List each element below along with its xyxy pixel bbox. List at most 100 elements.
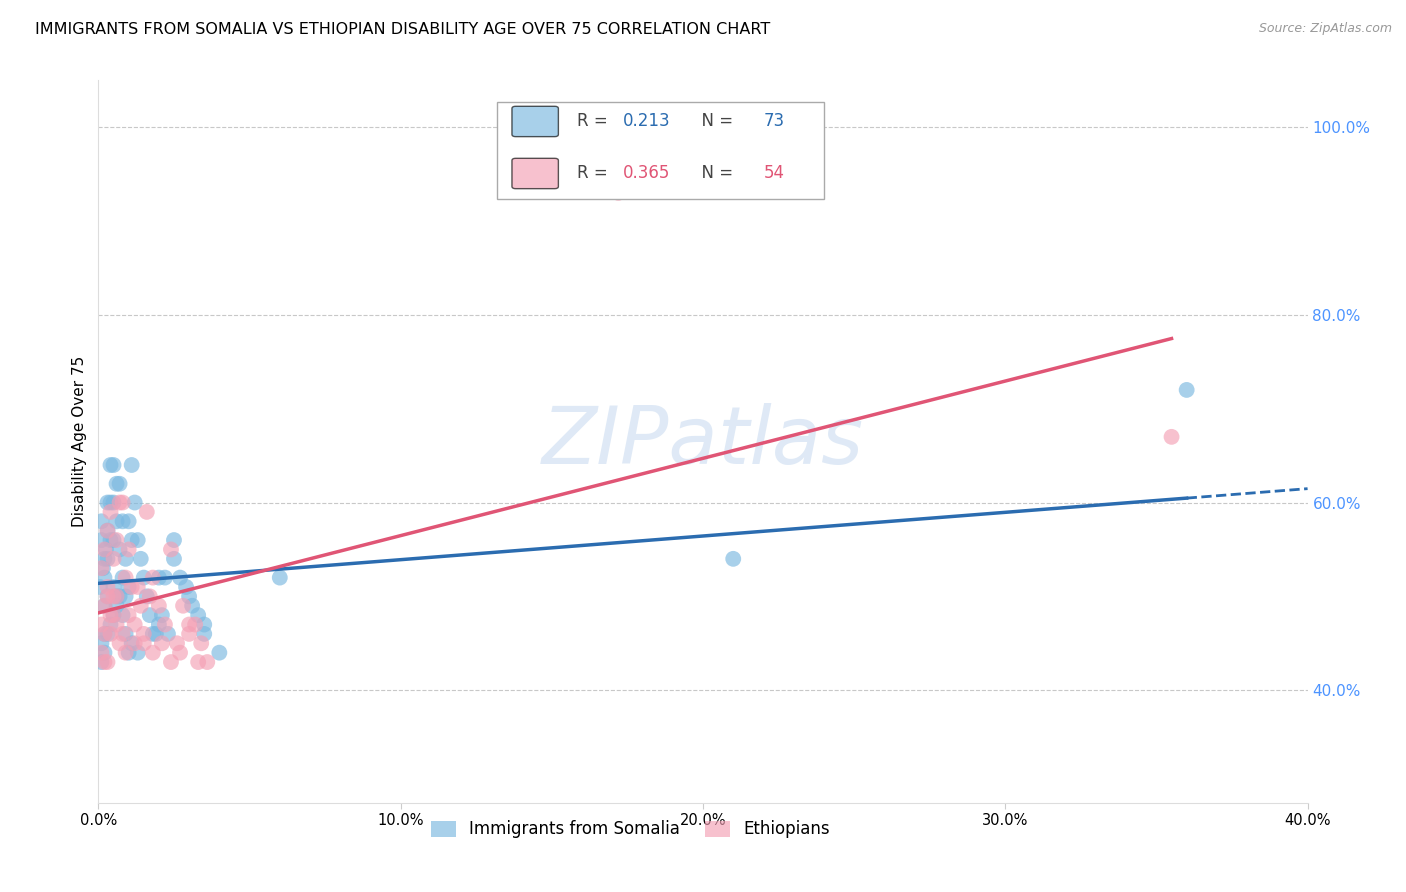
Point — [93, 627, 115, 641]
Point — [174, 580, 197, 594]
Point — [145, 627, 167, 641]
Point — [93, 655, 115, 669]
Text: N =: N = — [692, 164, 738, 183]
Point — [108, 542, 131, 557]
Point — [103, 495, 125, 509]
Point — [111, 571, 134, 585]
Point — [1160, 430, 1182, 444]
Point — [105, 590, 128, 604]
Point — [142, 646, 165, 660]
Point — [179, 627, 201, 641]
Point — [96, 495, 118, 509]
Point — [121, 636, 143, 650]
Text: 0.213: 0.213 — [623, 112, 671, 130]
Text: Source: ZipAtlas.com: Source: ZipAtlas.com — [1258, 22, 1392, 36]
Point — [139, 608, 162, 623]
Point — [100, 627, 122, 641]
Point — [103, 580, 125, 594]
Point — [150, 608, 173, 623]
Point — [139, 590, 162, 604]
Point — [329, 852, 352, 866]
Text: 73: 73 — [763, 112, 785, 130]
Point — [179, 617, 201, 632]
Point — [108, 636, 131, 650]
Point — [127, 580, 149, 594]
Point — [89, 580, 111, 594]
Point — [96, 590, 118, 604]
Point — [163, 551, 186, 566]
Point — [142, 571, 165, 585]
Y-axis label: Disability Age Over 75: Disability Age Over 75 — [72, 356, 87, 527]
Point — [108, 495, 131, 509]
Point — [100, 505, 122, 519]
Point — [160, 542, 183, 557]
Point — [105, 533, 128, 547]
Point — [103, 590, 125, 604]
Point — [105, 590, 128, 604]
Point — [127, 646, 149, 660]
Point — [93, 646, 115, 660]
Point — [118, 542, 141, 557]
Point — [148, 571, 170, 585]
Point — [1175, 383, 1198, 397]
Point — [103, 551, 125, 566]
Text: R =: R = — [576, 164, 613, 183]
Point — [100, 495, 122, 509]
Text: IMMIGRANTS FROM SOMALIA VS ETHIOPIAN DISABILITY AGE OVER 75 CORRELATION CHART: IMMIGRANTS FROM SOMALIA VS ETHIOPIAN DIS… — [35, 22, 770, 37]
Point — [114, 627, 136, 641]
Point — [114, 551, 136, 566]
Point — [118, 608, 141, 623]
Point — [93, 627, 115, 641]
Point — [96, 551, 118, 566]
Point — [607, 186, 630, 200]
Point — [118, 646, 141, 660]
Text: 54: 54 — [763, 164, 785, 183]
Point — [103, 533, 125, 547]
Point — [184, 617, 207, 632]
Point — [163, 533, 186, 547]
Point — [100, 617, 122, 632]
Point — [90, 514, 112, 528]
Point — [208, 646, 231, 660]
Point — [96, 655, 118, 669]
Point — [187, 608, 209, 623]
Point — [105, 617, 128, 632]
Point — [124, 617, 146, 632]
Point — [90, 533, 112, 547]
Text: R =: R = — [576, 112, 613, 130]
Point — [148, 617, 170, 632]
Point — [96, 524, 118, 538]
Point — [96, 524, 118, 538]
Point — [108, 590, 131, 604]
Point — [124, 495, 146, 509]
Point — [93, 571, 115, 585]
Point — [132, 636, 155, 650]
Point — [160, 655, 183, 669]
Point — [90, 646, 112, 660]
Point — [100, 608, 122, 623]
Text: ZIPatlas: ZIPatlas — [541, 402, 865, 481]
Point — [90, 561, 112, 575]
Point — [96, 590, 118, 604]
Point — [103, 608, 125, 623]
Point — [103, 608, 125, 623]
Point — [105, 599, 128, 613]
FancyBboxPatch shape — [512, 106, 558, 136]
Point — [129, 599, 152, 613]
Point — [148, 599, 170, 613]
Point — [193, 627, 215, 641]
Point — [121, 580, 143, 594]
Point — [111, 495, 134, 509]
Point — [190, 636, 212, 650]
Text: N =: N = — [692, 112, 738, 130]
Point — [96, 627, 118, 641]
Legend: Immigrants from Somalia, Ethiopians: Immigrants from Somalia, Ethiopians — [425, 814, 837, 845]
Point — [118, 580, 141, 594]
Point — [269, 571, 291, 585]
Point — [118, 514, 141, 528]
Point — [127, 533, 149, 547]
FancyBboxPatch shape — [498, 102, 824, 200]
Point — [93, 599, 115, 613]
Point — [96, 580, 118, 594]
Point — [132, 571, 155, 585]
